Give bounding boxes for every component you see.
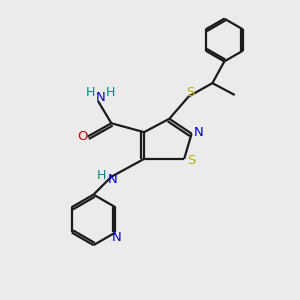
Text: O: O [77, 130, 88, 143]
Text: H: H [106, 86, 115, 99]
Text: S: S [186, 86, 194, 99]
Text: S: S [188, 154, 196, 167]
Text: N: N [96, 91, 106, 104]
Text: H: H [86, 86, 95, 99]
Text: N: N [108, 172, 118, 186]
Text: N: N [194, 126, 204, 139]
Text: N: N [112, 231, 122, 244]
Text: H: H [97, 169, 106, 182]
